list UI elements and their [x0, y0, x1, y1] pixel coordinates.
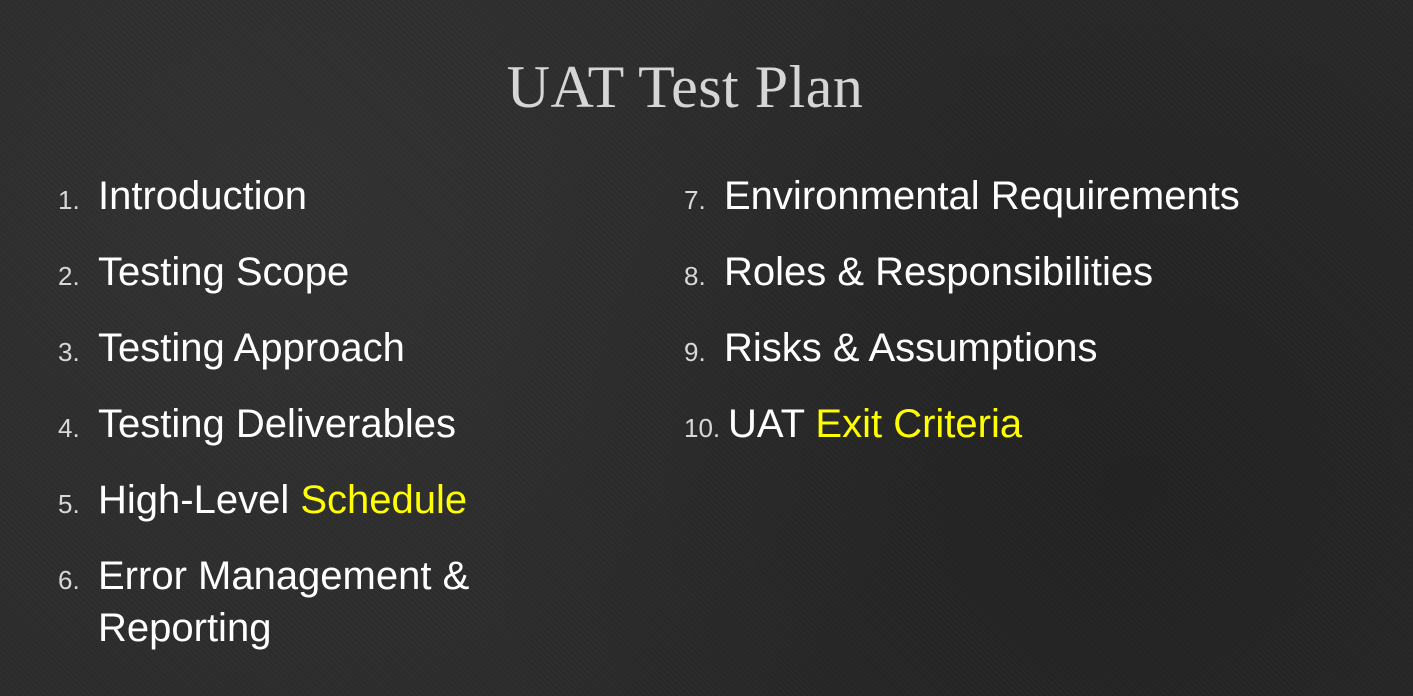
item-number: 10. [684, 413, 721, 443]
item-number: 7. [684, 185, 706, 215]
list-item: 6. Error Management & Reporting [58, 550, 618, 654]
list-item: 10. UAT Exit Criteria [684, 398, 1384, 454]
item-number: 3. [58, 337, 80, 367]
agenda-list-left: 1. Introduction 2. Testing Scope 3. Test… [58, 170, 618, 674]
item-highlight: Schedule [300, 478, 468, 522]
item-text: Error Management & Reporting [98, 554, 470, 650]
item-text: Introduction [98, 174, 308, 218]
list-item: 1. Introduction [58, 170, 618, 226]
list-item: 5. High-Level Schedule [58, 474, 618, 530]
item-number: 2. [58, 261, 80, 291]
item-text: Environmental Requirements [724, 174, 1240, 218]
list-item: 4. Testing Deliverables [58, 398, 618, 454]
agenda-list-right: 7. Environmental Requirements 8. Roles &… [684, 170, 1384, 474]
list-item: 2. Testing Scope [58, 246, 618, 302]
list-item: 7. Environmental Requirements [684, 170, 1384, 226]
item-number: 4. [58, 413, 80, 443]
item-number: 5. [58, 489, 80, 519]
item-number: 9. [684, 337, 706, 367]
item-number: 6. [58, 565, 80, 595]
list-item: 9. Risks & Assumptions [684, 322, 1384, 378]
item-text: Testing Deliverables [98, 402, 456, 446]
item-number: 1. [58, 185, 80, 215]
item-text: Risks & Assumptions [724, 326, 1098, 370]
item-highlight: Exit Criteria [815, 402, 1023, 446]
list-item: 8. Roles & Responsibilities [684, 246, 1384, 302]
item-number: 8. [684, 261, 706, 291]
slide-title: UAT Test Plan [506, 54, 864, 120]
list-item: 3. Testing Approach [58, 322, 618, 378]
item-text: Testing Scope [98, 250, 350, 294]
item-text: UAT Exit Criteria [728, 402, 1023, 446]
item-text: Roles & Responsibilities [724, 250, 1154, 294]
item-text: Testing Approach [98, 326, 405, 370]
item-text: High-Level Schedule [98, 478, 468, 522]
